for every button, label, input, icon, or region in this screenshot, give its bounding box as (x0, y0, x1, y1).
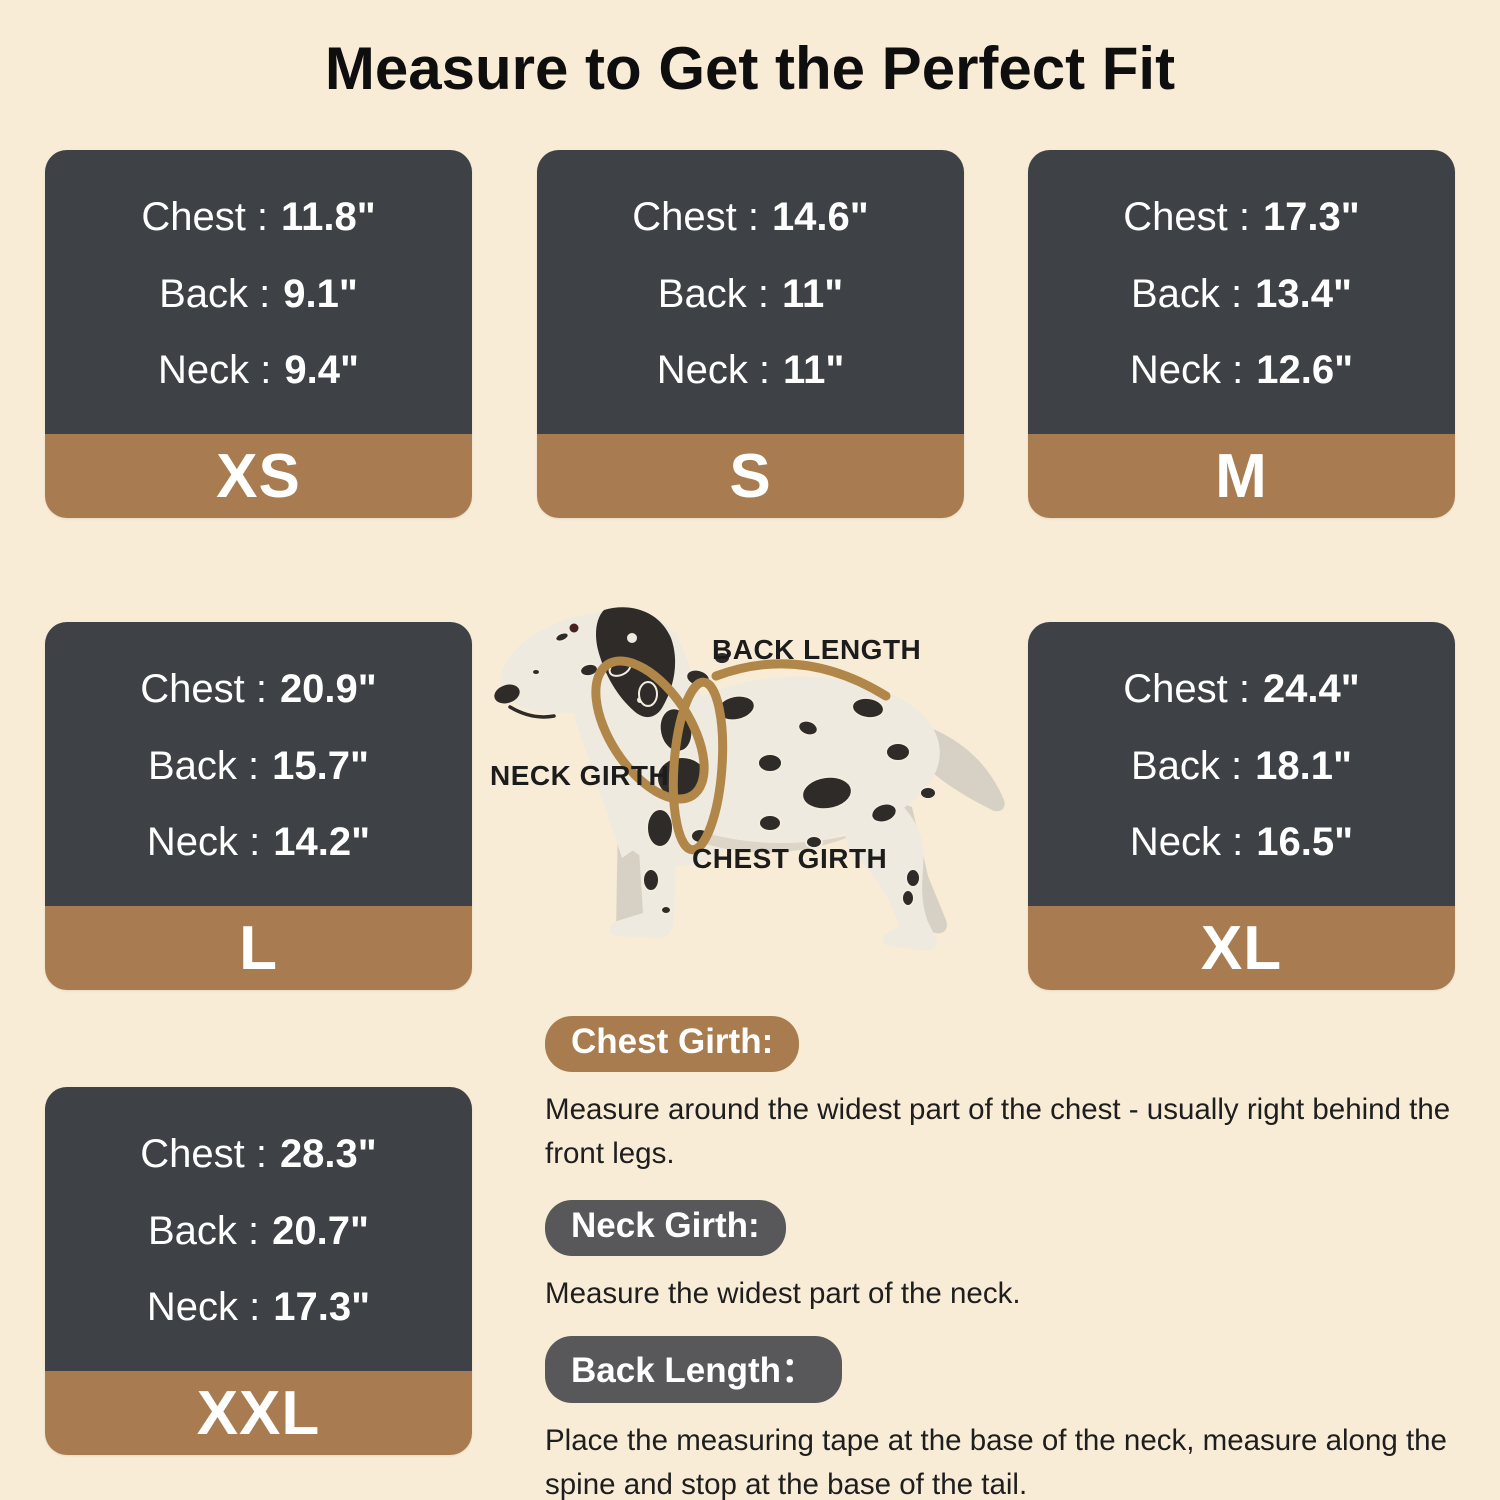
neck-girth-callout: NECK GIRTH (490, 760, 670, 791)
size-card-m: Chest : 17.3" Back : 13.4" Neck : 12.6" … (1028, 150, 1455, 518)
measurement-row: Back : 9.1" (45, 272, 472, 317)
measurement-value: 11" (781, 271, 844, 316)
back-length-text: Place the measuring tape at the base of … (545, 1424, 1447, 1500)
measurement-row: Neck : 17.3" (45, 1285, 472, 1330)
measurement-value: 20.9" (279, 667, 377, 712)
measurement-label: Neck : (146, 819, 261, 864)
measurements-panel: Chest : 28.3" Back : 20.7" Neck : 17.3" (45, 1087, 472, 1371)
dog-illustration (494, 607, 1005, 951)
measurement-label: Chest : (1123, 195, 1250, 240)
measurement-row: Chest : 11.8" (45, 195, 472, 240)
dog-measurement-diagram (470, 580, 1040, 1010)
size-letter: M (1028, 434, 1455, 518)
measurement-value: 11" (783, 347, 845, 392)
measurement-row: Neck : 9.4" (45, 348, 472, 393)
measurement-row: Chest : 20.9" (45, 667, 472, 712)
size-card-xs: Chest : 11.8" Back : 9.1" Neck : 9.4" XS (45, 150, 472, 518)
measurement-row: Back : 20.7" (45, 1209, 472, 1254)
neck-girth-text: Measure the widest part of the neck. (545, 1277, 1021, 1310)
measurement-label: Chest : (1123, 667, 1250, 712)
measurement-label: Chest : (632, 195, 759, 240)
measurement-row: Back : 15.7" (45, 744, 472, 789)
size-card-s: Chest : 14.6" Back : 11" Neck : 11" S (537, 150, 964, 518)
measurement-label: Back : (159, 271, 271, 316)
size-letter: S (537, 434, 964, 518)
measuring-tape (591, 656, 891, 855)
measurement-label: Chest : (140, 1132, 267, 1177)
chest-girth-text: Measure around the widest part of the ch… (545, 1093, 1451, 1171)
measurements-panel: Chest : 14.6" Back : 11" Neck : 11" (537, 150, 964, 434)
size-card-xxl: Chest : 28.3" Back : 20.7" Neck : 17.3" … (45, 1087, 472, 1455)
measurement-value: 13.4" (1255, 271, 1352, 316)
measurement-value: 11.8" (281, 195, 376, 240)
measurement-row: Back : 18.1" (1028, 744, 1455, 789)
size-letter: XS (45, 434, 472, 518)
measurement-row: Neck : 16.5" (1028, 820, 1455, 865)
measurement-label: Back : (148, 1208, 260, 1253)
measurement-row: Chest : 17.3" (1028, 195, 1455, 240)
measurement-label: Neck : (146, 1284, 261, 1329)
measurement-value: 12.6" (1256, 347, 1354, 392)
measurement-value: 17.3" (1262, 195, 1360, 240)
back-length-badge: Back Length： (545, 1336, 843, 1403)
measurement-row: Neck : 12.6" (1028, 348, 1455, 393)
measurement-label: Neck : (158, 347, 272, 392)
neck-girth-badge: Neck Girth: (545, 1200, 786, 1256)
measurement-row: Chest : 14.6" (537, 195, 964, 240)
measurement-row: Neck : 11" (537, 348, 964, 393)
back-length-callout: BACK LENGTH (712, 634, 922, 665)
measurement-value: 14.2" (273, 819, 371, 864)
measurement-value: 28.3" (279, 1132, 377, 1177)
size-letter: XL (1028, 906, 1455, 990)
measurement-row: Chest : 28.3" (45, 1132, 472, 1177)
measurement-label: Back : (1131, 271, 1243, 316)
measurement-label: Neck : (1129, 819, 1244, 864)
measurement-value: 9.1" (283, 271, 358, 316)
back-length-section: Back Length： Place the measuring tape at… (545, 1336, 1490, 1500)
measurements-panel: Chest : 24.4" Back : 18.1" Neck : 16.5" (1028, 622, 1455, 906)
size-card-l: Chest : 20.9" Back : 15.7" Neck : 14.2" … (45, 622, 472, 990)
page-title: Measure to Get the Perfect Fit (324, 35, 1176, 102)
chest-girth-callout: CHEST GIRTH (692, 843, 888, 874)
measurement-value: 16.5" (1256, 819, 1354, 864)
measurement-value: 15.7" (272, 743, 369, 788)
measurement-label: Chest : (140, 667, 267, 712)
size-card-xl: Chest : 24.4" Back : 18.1" Neck : 16.5" … (1028, 622, 1455, 990)
measurement-label: Neck : (656, 347, 771, 392)
measurements-panel: Chest : 17.3" Back : 13.4" Neck : 12.6" (1028, 150, 1455, 434)
measurement-value: 20.7" (272, 1208, 369, 1253)
chest-girth-section: Chest Girth: Measure around the widest p… (545, 1016, 1490, 1177)
neck-girth-section: Neck Girth: Measure the widest part of t… (545, 1200, 1490, 1316)
measurements-panel: Chest : 20.9" Back : 15.7" Neck : 14.2" (45, 622, 472, 906)
measurement-row: Back : 11" (537, 272, 964, 317)
measurement-row: Back : 13.4" (1028, 272, 1455, 317)
size-letter: XXL (45, 1371, 472, 1455)
size-letter: L (45, 906, 472, 990)
measurement-row: Chest : 24.4" (1028, 667, 1455, 712)
measurements-panel: Chest : 11.8" Back : 9.1" Neck : 9.4" (45, 150, 472, 434)
measurement-value: 9.4" (284, 347, 359, 392)
measurement-label: Back : (657, 271, 769, 316)
measurement-label: Neck : (1129, 347, 1244, 392)
measurement-label: Back : (148, 743, 260, 788)
measurement-value: 24.4" (1262, 667, 1360, 712)
measurement-value: 14.6" (771, 195, 869, 240)
measurement-row: Neck : 14.2" (45, 820, 472, 865)
measurement-label: Back : (1131, 743, 1243, 788)
measurement-label: Chest : (141, 195, 269, 240)
measurement-value: 18.1" (1255, 743, 1352, 788)
measurement-value: 17.3" (273, 1284, 371, 1329)
chest-girth-badge: Chest Girth: (545, 1016, 800, 1072)
